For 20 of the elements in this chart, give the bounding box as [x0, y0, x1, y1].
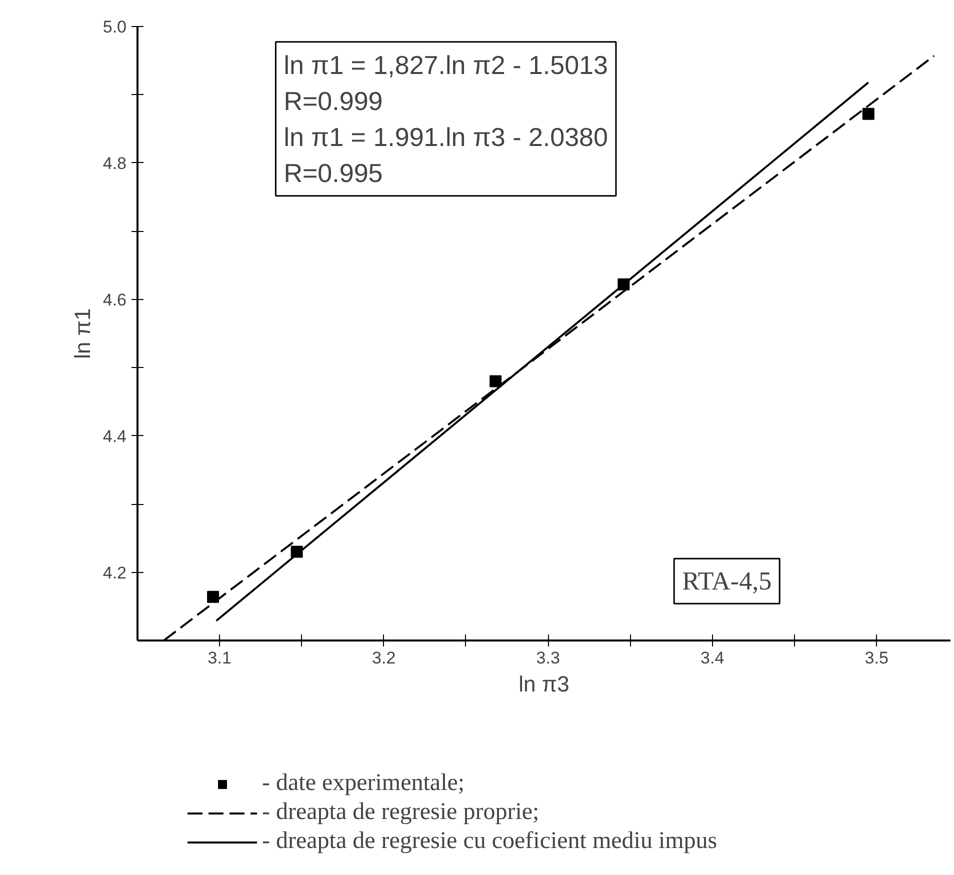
y-axis-title: ln π1	[70, 308, 95, 359]
point	[490, 375, 502, 388]
annotation: RTA-4,5	[682, 566, 772, 596]
legend-label: - dreapta de regresie cu coeficient mediu impus	[262, 828, 718, 855]
y-tick-label: 4.6	[102, 290, 127, 310]
x-tick-label: 3.2	[372, 648, 396, 668]
y-tick-label: 4.4	[102, 426, 127, 446]
x-axis-title: ln π3	[518, 672, 570, 696]
point	[207, 590, 220, 603]
annotation: ln π1 = 1,827.ln π2 - 1.5013 R=0.999 ln π1 = 1.991.ln π3 - 2.0380 R=0.995	[284, 50, 608, 188]
x-tick-label: 3.5	[864, 648, 888, 668]
x-tick-label: 3.4	[700, 648, 724, 668]
y-tick-label: 5.0	[102, 18, 127, 36]
y-tick-label: 4.2	[102, 563, 127, 582]
x-tick-label: 3.1	[208, 648, 232, 668]
legend-label: - dreapta de regresie proprie;	[262, 799, 540, 826]
point	[862, 108, 874, 120]
y-tick-label: 4.8	[102, 154, 127, 173]
legend-label: - date experimentale;	[262, 770, 465, 797]
x-tick-label: 3.3	[536, 648, 560, 668]
